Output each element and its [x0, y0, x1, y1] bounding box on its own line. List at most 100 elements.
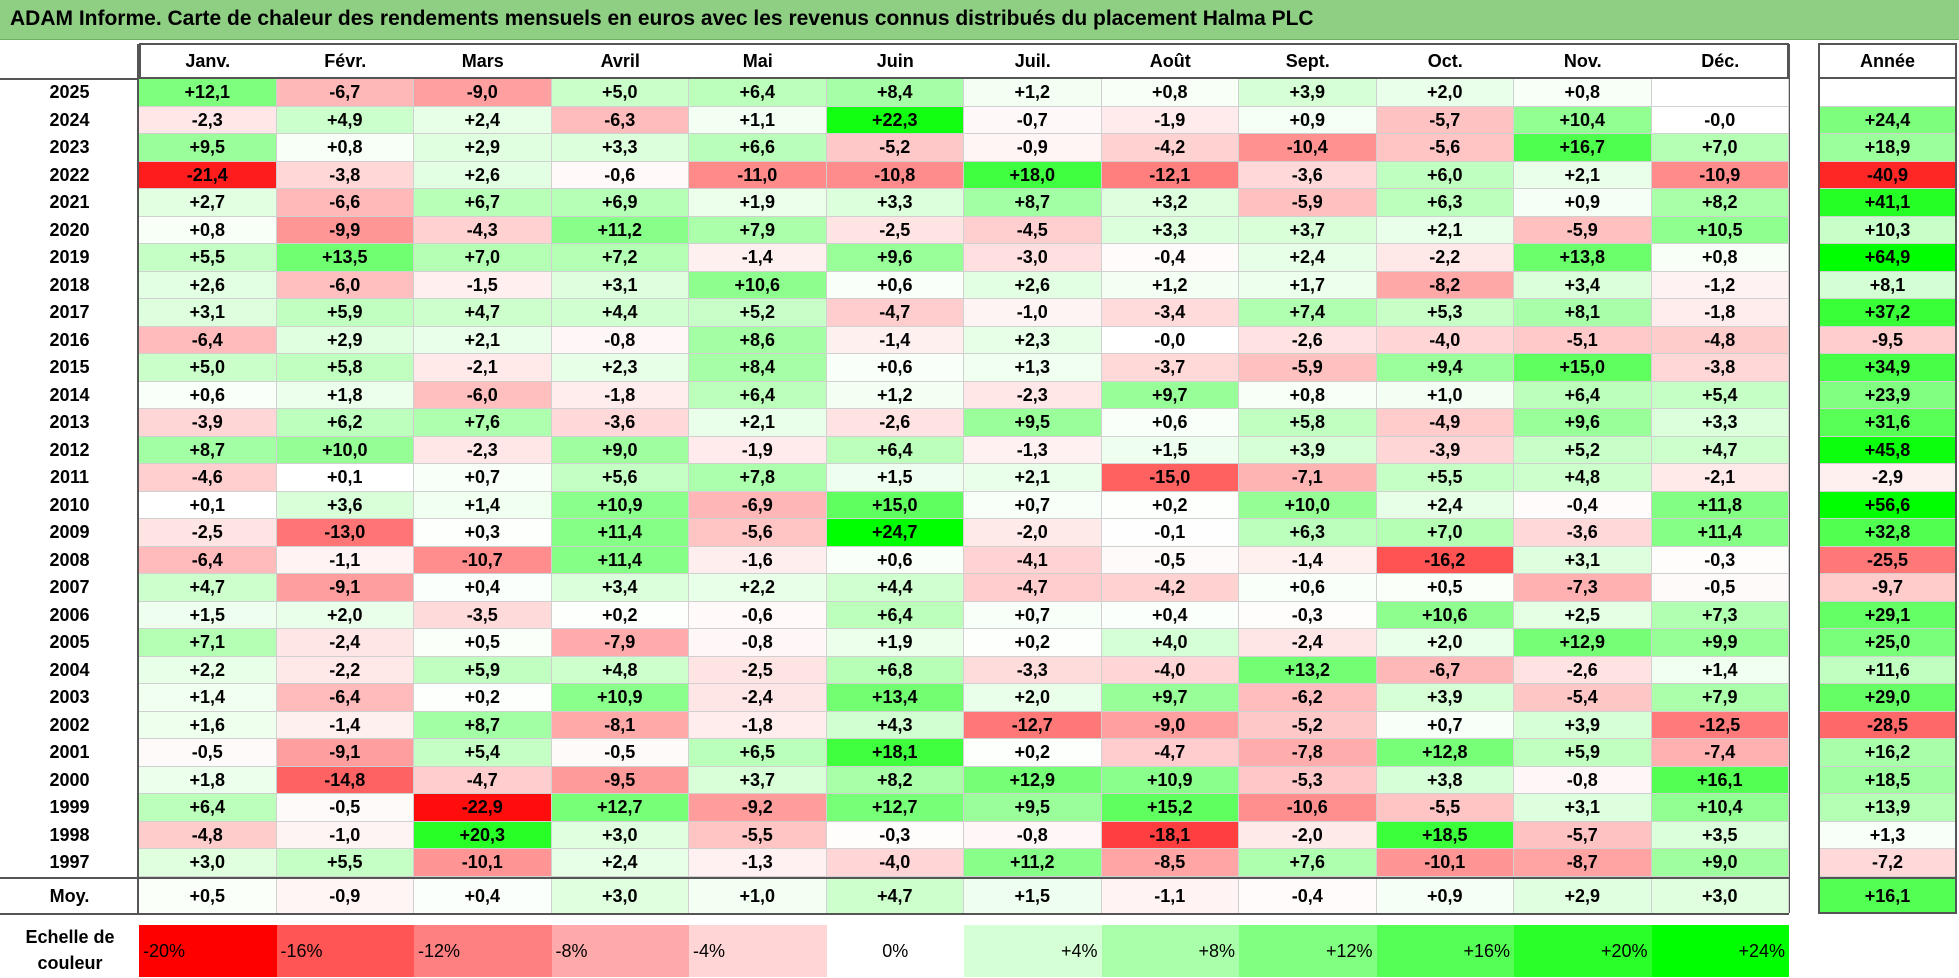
month-average-cell: +4,7 — [826, 878, 964, 913]
month-return-cell: -0,3 — [826, 821, 964, 849]
annual-return-cell: +31,6 — [1820, 409, 1955, 437]
year-row-label: 2012 — [49, 439, 90, 460]
month-return-cell: +0,8 — [276, 134, 414, 162]
month-return-cell: +7,8 — [689, 464, 827, 492]
year-row-label: 2006 — [49, 604, 90, 625]
month-return-cell: +1,9 — [826, 629, 964, 657]
month-return-cell: -0,1 — [1101, 519, 1239, 547]
month-return-cell: +1,5 — [139, 601, 277, 629]
month-return-cell: +9,0 — [551, 436, 689, 464]
month-return-cell: -0,6 — [551, 161, 689, 189]
annual-return-cell: +29,1 — [1820, 601, 1955, 629]
annual-return-cell: +18,5 — [1820, 766, 1955, 794]
month-return-cell: +3,0 — [139, 849, 277, 877]
month-return-cell: -1,0 — [964, 299, 1102, 327]
month-return-cell: -0,7 — [964, 106, 1102, 134]
month-return-cell: +3,3 — [826, 189, 964, 217]
month-return-cell: -16,2 — [1376, 546, 1514, 574]
year-row-label: 2024 — [49, 109, 90, 130]
month-return-cell: -4,0 — [1101, 656, 1239, 684]
month-return-cell: +9,5 — [964, 409, 1102, 437]
month-return-cell: -0,5 — [551, 739, 689, 767]
month-return-cell: +1,3 — [964, 354, 1102, 382]
month-average-cell: +1,5 — [964, 878, 1102, 913]
month-return-cell: -13,0 — [276, 519, 414, 547]
month-return-cell: -8,7 — [1514, 849, 1652, 877]
month-return-cell: -3,8 — [276, 161, 414, 189]
month-return-cell: +16,7 — [1514, 134, 1652, 162]
month-return-cell: +9,4 — [1376, 354, 1514, 382]
month-return-cell: +0,6 — [826, 354, 964, 382]
color-scale-step: -4% — [689, 925, 827, 977]
month-return-cell: +0,6 — [826, 271, 964, 299]
month-return-cell: +12,1 — [139, 79, 277, 107]
year-row-label: 1999 — [49, 797, 90, 817]
month-return-cell: -5,7 — [1376, 106, 1514, 134]
month-return-cell: +0,4 — [1101, 601, 1239, 629]
annual-return-cell: +10,3 — [1820, 216, 1955, 244]
month-return-cell: +7,0 — [414, 244, 552, 272]
color-scale-step: -20% — [139, 925, 277, 977]
month-return-cell: +2,2 — [139, 656, 277, 684]
month-return-cell: +4,3 — [826, 711, 964, 739]
month-return-cell: -1,3 — [689, 849, 827, 877]
year-row-label: 2018 — [49, 274, 90, 295]
month-return-cell: -5,6 — [1376, 134, 1514, 162]
month-return-cell: -2,5 — [689, 656, 827, 684]
month-return-cell: +0,1 — [276, 464, 414, 492]
month-return-cell: -7,3 — [1514, 574, 1652, 602]
average-row-label: Moy. — [49, 885, 90, 906]
month-return-cell: +13,4 — [826, 684, 964, 712]
month-return-cell: +12,7 — [826, 794, 964, 822]
month-return-cell: -6,0 — [276, 271, 414, 299]
month-return-cell: +11,2 — [551, 216, 689, 244]
month-return-cell: -2,6 — [826, 409, 964, 437]
month-return-cell: +13,2 — [1239, 656, 1377, 684]
month-return-cell: +10,4 — [1514, 106, 1652, 134]
month-return-cell: +11,4 — [551, 546, 689, 574]
month-return-cell: +18,1 — [826, 739, 964, 767]
month-return-cell: +5,9 — [414, 656, 552, 684]
month-return-cell: -2,6 — [1239, 326, 1377, 354]
month-return-cell: +7,0 — [1376, 519, 1514, 547]
month-return-cell: +18,5 — [1376, 821, 1514, 849]
month-return-cell: -3,6 — [551, 409, 689, 437]
month-return-cell: +8,7 — [414, 711, 552, 739]
month-return-cell: -3,6 — [1514, 519, 1652, 547]
month-return-cell: +12,9 — [964, 766, 1102, 794]
month-average-cell: +2,9 — [1514, 878, 1652, 913]
month-return-cell: +2,0 — [1376, 79, 1514, 107]
year-row-label: 2015 — [49, 357, 90, 377]
month-return-cell: +3,7 — [689, 766, 827, 794]
annual-return-cell: +11,6 — [1820, 656, 1955, 684]
month-return-cell: +7,3 — [1651, 601, 1789, 629]
month-return-cell: -4,3 — [414, 216, 552, 244]
year-row-label: 1998 — [49, 824, 90, 845]
months-right-divider — [1788, 44, 1790, 913]
month-return-cell: +0,2 — [414, 684, 552, 712]
month-average-cell: +0,5 — [139, 878, 277, 913]
month-return-cell: -6,2 — [1239, 684, 1377, 712]
month-return-cell: +0,7 — [964, 601, 1102, 629]
month-return-cell: +5,5 — [1376, 464, 1514, 492]
month-return-cell: -21,4 — [139, 161, 277, 189]
month-return-cell: +4,9 — [276, 106, 414, 134]
month-return-cell: -0,0 — [1651, 106, 1789, 134]
month-return-cell: -4,8 — [1651, 326, 1789, 354]
month-return-cell: +3,1 — [139, 299, 277, 327]
annual-return-cell: +34,9 — [1820, 354, 1955, 382]
annual-return-cell: +32,8 — [1820, 519, 1955, 547]
month-average-cell: +3,0 — [1651, 878, 1789, 913]
year-row-label: 2019 — [49, 247, 90, 267]
month-return-cell: +7,1 — [139, 629, 277, 657]
month-return-cell: -5,6 — [689, 519, 827, 547]
year-row-label: 2004 — [49, 659, 90, 680]
month-return-cell: +2,3 — [964, 326, 1102, 354]
month-return-cell: +0,2 — [964, 739, 1102, 767]
month-return-cell: -0,9 — [964, 134, 1102, 162]
color-scale-step: +12% — [1239, 925, 1377, 977]
month-return-cell: -7,9 — [551, 629, 689, 657]
month-return-cell: +9,6 — [826, 244, 964, 272]
month-return-cell: -5,3 — [1239, 766, 1377, 794]
month-return-cell: +3,9 — [1239, 79, 1377, 107]
